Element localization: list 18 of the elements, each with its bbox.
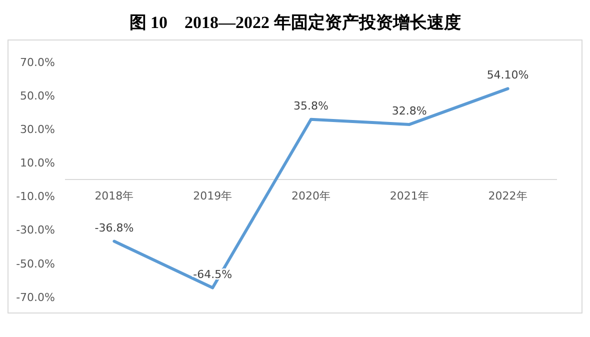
x-tick-label: 2021年 <box>390 190 429 202</box>
x-tick-label: 2019年 <box>193 190 232 202</box>
x-tick-label: 2018年 <box>94 190 134 202</box>
chart-title: 图 10 2018—2022 年固定资产投资增长速度 <box>129 13 461 32</box>
y-tick-label: 70.0% <box>20 56 55 69</box>
y-tick-label: -70.0% <box>16 290 55 304</box>
y-tick-label: 10.0% <box>20 156 55 170</box>
data-label: 35.8% <box>294 99 328 112</box>
data-label: 54.10% <box>486 68 529 82</box>
data-label: -36.8% <box>94 221 134 234</box>
x-tick-label: 2020年 <box>292 190 330 202</box>
y-tick-label: 30.0% <box>20 122 55 136</box>
y-tick-label: -10.0% <box>16 190 55 204</box>
data-label: 32.8% <box>392 104 427 118</box>
y-tick-label: 50.0% <box>20 89 55 102</box>
y-tick-label: -30.0% <box>16 224 55 237</box>
y-tick-label: -50.0% <box>16 257 55 270</box>
x-tick-label: 2022年 <box>488 190 528 202</box>
